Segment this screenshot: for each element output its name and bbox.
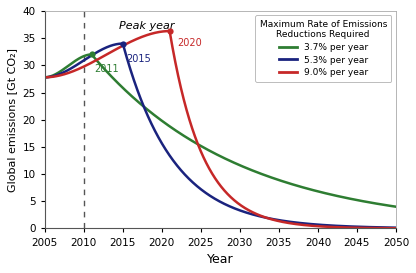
- X-axis label: Year: Year: [207, 253, 234, 266]
- 5.3% per year: [213, 198, 218, 201]
- 3.7% per year: [60, 68, 65, 72]
- 3.7% per year: [42, 76, 47, 79]
- 9.0% per year: [204, 162, 209, 165]
- Y-axis label: Global emissions [Gt CO₂]: Global emissions [Gt CO₂]: [7, 48, 17, 192]
- 9.0% per year: [383, 227, 388, 230]
- Line: 3.7% per year: 3.7% per year: [45, 54, 396, 207]
- 5.3% per year: [319, 223, 324, 227]
- 9.0% per year: [384, 227, 389, 230]
- Line: 5.3% per year: 5.3% per year: [45, 44, 396, 228]
- 3.7% per year: [383, 203, 388, 207]
- 5.3% per year: [42, 76, 47, 79]
- Text: Peak year: Peak year: [119, 21, 174, 31]
- 9.0% per year: [213, 177, 218, 181]
- 3.7% per year: [319, 191, 324, 194]
- 9.0% per year: [60, 73, 65, 76]
- Text: 2015: 2015: [127, 54, 151, 64]
- 9.0% per year: [42, 76, 47, 79]
- 3.7% per year: [394, 205, 399, 208]
- 9.0% per year: [167, 29, 172, 33]
- Line: 9.0% per year: 9.0% per year: [45, 31, 396, 228]
- 5.3% per year: [120, 42, 125, 45]
- 3.7% per year: [213, 152, 218, 156]
- Text: 2011: 2011: [94, 64, 119, 74]
- Legend: 3.7% per year, 5.3% per year, 9.0% per year: 3.7% per year, 5.3% per year, 9.0% per y…: [255, 16, 391, 82]
- 5.3% per year: [383, 226, 388, 229]
- 5.3% per year: [60, 71, 65, 75]
- 9.0% per year: [394, 227, 399, 230]
- Text: 2020: 2020: [178, 38, 202, 48]
- 5.3% per year: [394, 226, 399, 229]
- 3.7% per year: [384, 204, 389, 207]
- 5.3% per year: [204, 192, 209, 195]
- 5.3% per year: [384, 226, 389, 229]
- 9.0% per year: [319, 225, 324, 228]
- 3.7% per year: [204, 147, 209, 151]
- 3.7% per year: [89, 53, 94, 56]
